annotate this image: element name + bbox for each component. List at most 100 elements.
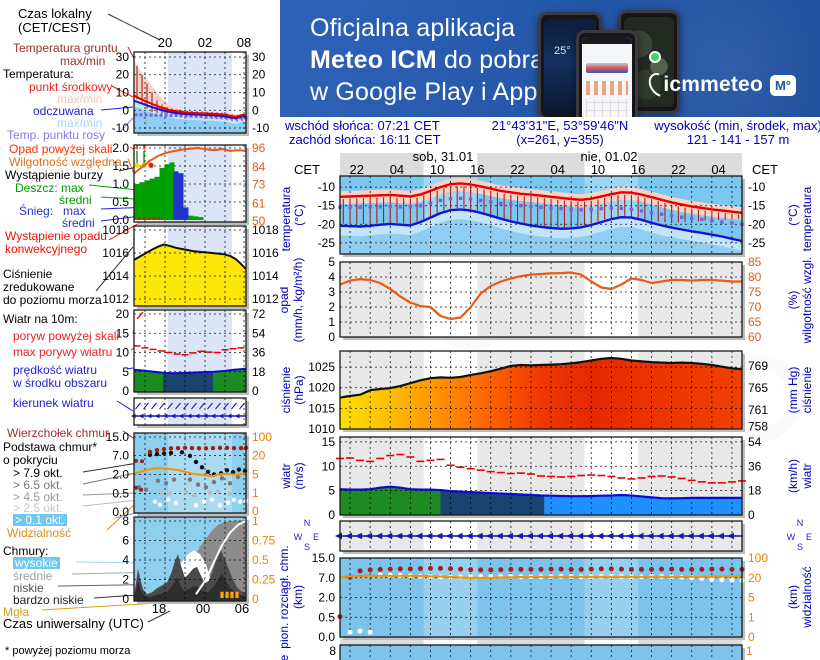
svg-text:16: 16 (631, 162, 645, 177)
svg-text:-15: -15 (748, 199, 766, 213)
svg-text:84: 84 (252, 160, 266, 174)
logo-text: icmmeteo (663, 73, 763, 96)
svg-text:10: 10 (116, 86, 130, 100)
svg-text:-25: -25 (748, 236, 766, 250)
legend-ground-temp-maxmin: max/min (60, 54, 106, 68)
svg-text:2.0: 2.0 (318, 591, 335, 605)
svg-text:30: 30 (252, 50, 266, 64)
legend-convective-1: Wystąpienie opadu (5, 229, 107, 243)
svg-text:-20: -20 (748, 217, 766, 231)
svg-text:6: 6 (122, 534, 129, 548)
svg-text:10: 10 (116, 346, 130, 360)
svg-text:761: 761 (748, 403, 768, 417)
svg-text:15: 15 (116, 326, 130, 340)
svg-text:0: 0 (122, 103, 129, 117)
svg-text:20: 20 (252, 449, 266, 463)
phone-screen-meteogram (582, 37, 632, 117)
legend-max-gusts: max porywy wiatru (13, 345, 113, 359)
svg-text:60: 60 (748, 330, 762, 344)
legend-humidity: Wilgotność względna (9, 155, 122, 169)
legend-clouds: Chmury: (3, 544, 49, 558)
svg-text:ciśnienie: ciśnienie (280, 366, 293, 413)
panel-zachmurzenie-partial (339, 644, 745, 660)
svg-text:4: 4 (328, 270, 335, 284)
legend-okta-45: > 4.5 okt. (13, 490, 63, 504)
svg-text:0.0: 0.0 (112, 213, 129, 227)
legend-thunderstorm: Wystąpienie burzy (5, 168, 103, 182)
svg-text:-15: -15 (318, 199, 336, 213)
panel-temperatura: -10 -15 -20 -25 -10 -15 -20 -25 (318, 175, 766, 257)
svg-text:20: 20 (158, 35, 172, 50)
legend-wind-speed-1: prędkość wiatru (13, 363, 98, 377)
svg-text:S: S (797, 542, 803, 552)
svg-text:08: 08 (237, 35, 251, 50)
svg-text:65: 65 (748, 315, 762, 329)
svg-text:5: 5 (328, 255, 335, 269)
svg-text:18: 18 (152, 601, 166, 616)
svg-text:N: N (797, 518, 804, 528)
panel-kierunek-wiatru (335, 520, 745, 554)
svg-text:0: 0 (252, 384, 259, 398)
svg-text:1018: 1018 (252, 223, 279, 237)
svg-text:1018: 1018 (102, 223, 129, 237)
svg-text:(°C): (°C) (786, 204, 800, 225)
sunrise-info: wschód słońca: 07:21 CET (285, 118, 440, 133)
svg-text:0.0: 0.0 (318, 630, 335, 644)
svg-text:N: N (304, 518, 311, 528)
altitude-values: 121 - 141 - 157 m (686, 132, 790, 147)
legend-rain-mean: średni (59, 193, 92, 207)
svg-text:(%): (%) (786, 291, 800, 310)
svg-text:0: 0 (748, 630, 755, 644)
svg-text:1020: 1020 (308, 381, 335, 395)
svg-text:temperatura: temperatura (800, 186, 814, 251)
legend-gust-offscale: poryw powyżej skali (13, 329, 120, 343)
legend-local-time-tz: (CET/CEST) (18, 20, 91, 35)
svg-text:30: 30 (116, 50, 130, 64)
svg-text:0.75: 0.75 (252, 534, 276, 548)
app-promo-banner[interactable]: Oficjalna aplikacja Meteo ICM do pobrani… (280, 0, 820, 117)
svg-text:36: 36 (252, 346, 266, 360)
svg-text:2.0: 2.0 (112, 141, 129, 155)
svg-text:8: 8 (122, 514, 129, 528)
svg-text:2: 2 (122, 573, 129, 587)
svg-text:0: 0 (748, 508, 755, 522)
svg-text:5: 5 (252, 468, 259, 482)
legend-snow: Śnieg: (19, 204, 54, 218)
legend-panel: 30 20 10 0 -10 30 20 10 0 -10 2.0 1.5 1.0 0.5 0.0 96 84 7… (0, 0, 280, 660)
legend-convective-2: konwekcyjnego (5, 242, 88, 256)
svg-text:-10: -10 (252, 121, 270, 135)
legend-fog: Mgła (3, 605, 30, 619)
svg-text:(km): (km) (291, 585, 305, 609)
banner-line1: Oficjalna aplikacja (310, 14, 516, 42)
svg-text:10: 10 (591, 162, 605, 177)
svg-text:36: 36 (748, 459, 762, 473)
svg-text:3: 3 (328, 285, 335, 299)
svg-text:1: 1 (328, 315, 335, 329)
svg-text:1.5: 1.5 (112, 159, 129, 173)
svg-text:70: 70 (748, 300, 762, 314)
svg-text:5: 5 (748, 591, 755, 605)
svg-text:0: 0 (252, 592, 259, 606)
svg-text:opad: opad (280, 287, 291, 314)
svg-text:54: 54 (252, 326, 266, 340)
svg-text:1012: 1012 (102, 292, 129, 306)
legend-local-time: Czas lokalny (18, 6, 92, 21)
svg-text:wilgotność wzgl.: wilgotność wzgl. (800, 257, 814, 345)
svg-text:10: 10 (430, 162, 444, 177)
svg-text:1010: 1010 (308, 422, 335, 436)
legend-rain-max: Deszcz: max (15, 181, 84, 195)
svg-text:15.0: 15.0 (312, 551, 336, 565)
mini-temperatura: 30 20 10 0 -10 30 20 10 0 -10 (112, 50, 270, 136)
svg-text:0.5: 0.5 (112, 487, 129, 501)
legend-temperature: Temperatura: (3, 67, 74, 81)
svg-text:00: 00 (196, 601, 210, 616)
svg-text:wiatr: wiatr (800, 463, 814, 489)
svg-text:96: 96 (252, 141, 266, 155)
svg-text:CET: CET (752, 162, 778, 177)
svg-text:100: 100 (252, 430, 272, 444)
svg-text:-25: -25 (318, 236, 336, 250)
legend-snow-mean: średni (62, 216, 95, 230)
svg-text:(km/h): (km/h) (786, 459, 800, 493)
